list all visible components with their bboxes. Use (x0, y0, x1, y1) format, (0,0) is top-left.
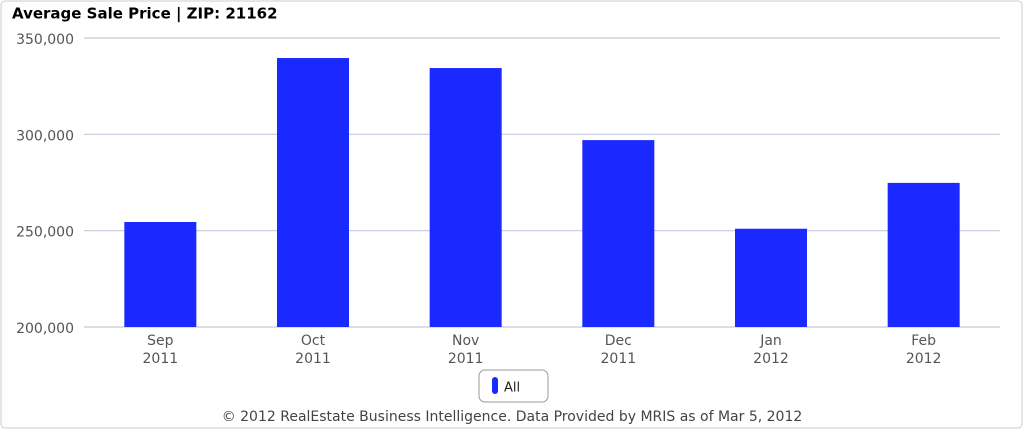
legend-label: All (504, 381, 520, 396)
y-tick-label: 200,000 (16, 321, 74, 337)
bar (277, 58, 349, 328)
x-tick-label: Oct 2011 (295, 333, 331, 367)
x-tick-label: Nov 2011 (447, 333, 484, 367)
x-tick-label: Feb 2012 (905, 333, 942, 367)
chart-title: Average Sale Price | ZIP: 21162 (12, 5, 278, 24)
legend-swatch (492, 377, 498, 394)
y-tick-label: 250,000 (16, 225, 74, 241)
x-tick-label: Sep 2011 (142, 333, 179, 367)
bar (887, 182, 960, 327)
footer: © 2012 RealEstate Business Intelligence.… (222, 409, 803, 425)
y-tick-label: 300,000 (16, 128, 74, 144)
bar (735, 228, 807, 327)
bar (429, 68, 502, 327)
x-tick-label: Jan 2012 (753, 333, 789, 367)
y-tick-label: 350,000 (16, 32, 74, 48)
bar (124, 221, 197, 327)
x-tick-label: Dec 2011 (600, 333, 637, 367)
bar (582, 140, 655, 327)
